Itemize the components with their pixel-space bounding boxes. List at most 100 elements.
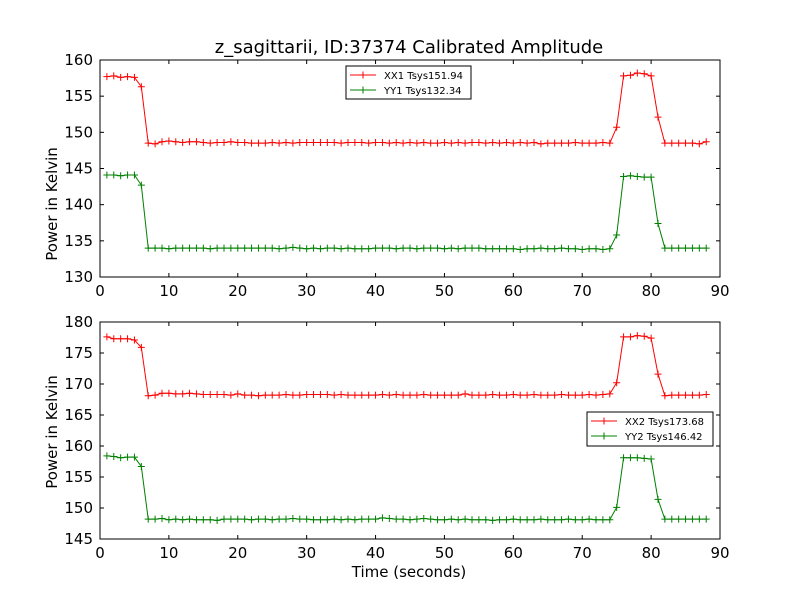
data-point [537, 391, 545, 399]
data-point [647, 173, 655, 181]
data-point [289, 243, 297, 251]
data-point [406, 391, 414, 399]
data-point [103, 333, 111, 341]
data-point [688, 391, 696, 399]
data-point [275, 391, 283, 399]
data-point [179, 390, 187, 398]
data-point [447, 244, 455, 252]
data-point [544, 391, 552, 399]
data-point [158, 515, 166, 523]
legend-box [586, 411, 714, 447]
data-point [186, 244, 194, 252]
data-point [482, 516, 490, 524]
x-tick-label: 60 [504, 282, 523, 300]
data-point [413, 245, 421, 253]
data-point [117, 73, 125, 81]
data-point [688, 139, 696, 147]
data-point [372, 391, 380, 399]
data-point [137, 462, 145, 470]
data-point [578, 246, 586, 254]
data-point [626, 71, 634, 79]
data-point [103, 452, 111, 460]
data-point [633, 69, 641, 77]
data-point [275, 245, 283, 253]
data-point [564, 391, 572, 399]
data-point [551, 391, 559, 399]
data-point [537, 140, 545, 148]
data-point [268, 244, 276, 252]
data-point [434, 139, 442, 147]
data-point [282, 391, 290, 399]
data-point [682, 515, 690, 523]
data-point [365, 245, 373, 253]
data-point [682, 244, 690, 252]
data-point [399, 139, 407, 147]
data-point [523, 516, 531, 524]
x-tick-label: 40 [366, 544, 385, 562]
data-point [234, 390, 242, 398]
data-point [282, 244, 290, 252]
data-point [268, 391, 276, 399]
data-point [110, 453, 118, 461]
data-point [523, 391, 531, 399]
data-point [482, 391, 490, 399]
y-tick-label: 145 [64, 160, 93, 178]
data-point [633, 454, 641, 462]
data-point [626, 454, 634, 462]
data-point [144, 244, 152, 252]
data-point [172, 138, 180, 146]
data-point [254, 515, 262, 523]
data-point [702, 515, 710, 523]
data-point [496, 245, 504, 253]
data-point [220, 391, 228, 399]
data-point [254, 244, 262, 252]
data-point [179, 138, 187, 146]
data-point [695, 515, 703, 523]
x-tick-label: 90 [710, 544, 729, 562]
data-point [206, 245, 214, 253]
data-point [502, 138, 510, 146]
data-point [702, 391, 710, 399]
data-point [117, 454, 125, 462]
data-point [475, 516, 483, 524]
legend-entry: XX2 Tsys173.68 [625, 417, 704, 428]
data-point [502, 516, 510, 524]
data-point [578, 391, 586, 399]
data-point [351, 245, 359, 253]
data-point [454, 138, 462, 146]
data-point [165, 245, 173, 253]
data-point [585, 245, 593, 253]
data-point [117, 335, 125, 343]
y-tick-label: 140 [64, 196, 93, 214]
data-point [461, 515, 469, 523]
data-point [103, 73, 111, 81]
data-point [289, 391, 297, 399]
data-point [248, 244, 256, 252]
data-point [110, 171, 118, 179]
data-point [599, 391, 607, 399]
data-point [489, 391, 497, 399]
data-point [254, 139, 262, 147]
data-point [447, 139, 455, 147]
data-point [496, 516, 504, 524]
data-point [337, 245, 345, 253]
y-tick-label: 160 [64, 437, 93, 455]
data-point [502, 391, 510, 399]
data-point [654, 495, 662, 503]
data-point [420, 391, 428, 399]
data-point [289, 515, 297, 523]
data-point [392, 515, 400, 523]
data-point [454, 516, 462, 524]
data-point [213, 391, 221, 399]
data-point [489, 516, 497, 524]
legend-marker [600, 417, 608, 425]
data-point [268, 138, 276, 146]
x-tick-label: 50 [435, 544, 454, 562]
y-tick-label: 165 [64, 406, 93, 424]
data-point [688, 515, 696, 523]
data-point [440, 516, 448, 524]
data-point [199, 516, 207, 524]
data-point [702, 138, 710, 146]
data-point [606, 139, 614, 147]
